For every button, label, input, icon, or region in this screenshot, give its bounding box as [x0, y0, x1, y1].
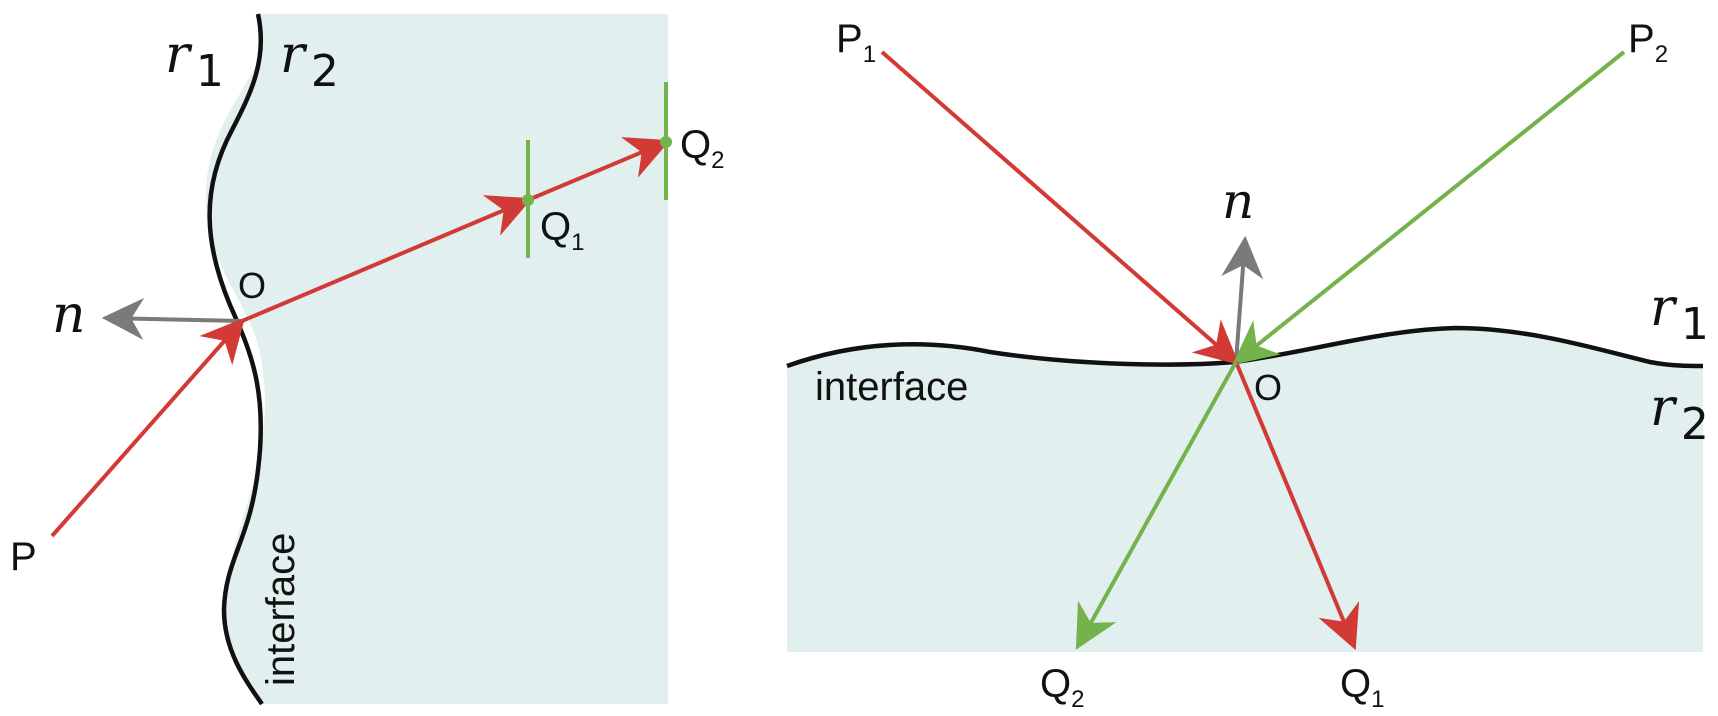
right-normal-vector [1236, 240, 1245, 362]
left-q2-point [660, 136, 672, 148]
right-origin-label: O [1254, 367, 1282, 408]
left-n-label: n [52, 285, 86, 345]
right-q2-label: Q2 [1040, 662, 1084, 713]
right-p2-label: P2 [1628, 17, 1668, 68]
right-n-label: n [1222, 172, 1254, 230]
right-p1-label: P1 [836, 17, 876, 68]
left-q2-label: Q2 [680, 123, 724, 174]
right-q1-label: Q1 [1340, 662, 1384, 713]
left-q1-point [522, 194, 534, 206]
left-incident-ray [52, 321, 242, 536]
right-p1-incident-ray [882, 52, 1236, 362]
left-normal-vector [106, 318, 242, 321]
left-interface-label: interface [259, 533, 303, 686]
left-origin-label: O [238, 265, 266, 306]
right-p2-incident-ray [1236, 52, 1624, 362]
left-p-label: P [10, 535, 37, 579]
right-interface-label: interface [815, 365, 968, 409]
